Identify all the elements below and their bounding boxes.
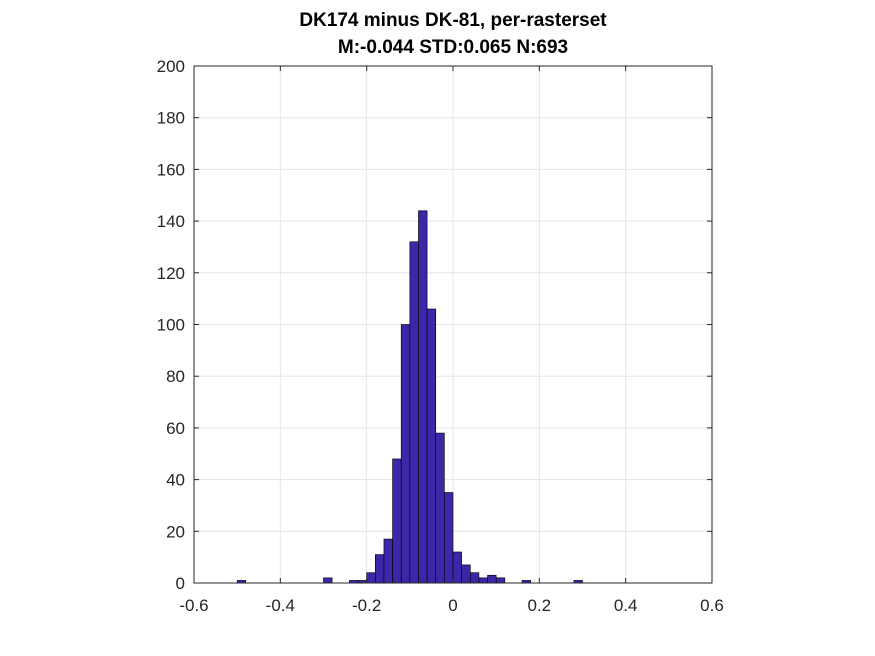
x-tick-label-4: 0.2 [528,596,552,615]
y-tick-label-5: 100 [157,316,185,335]
y-tick-label-8: 160 [157,160,185,179]
y-tick-label-9: 180 [157,109,185,128]
y-tick-label-3: 60 [166,419,185,438]
histogram-bar-30 [495,577,506,584]
histogram-bar-10 [323,577,333,584]
y-tick-label-0: 0 [176,574,185,593]
histogram-bar-25 [452,551,462,584]
y-tick-label-2: 40 [166,471,185,490]
histogram-bar-20 [409,241,419,584]
histogram-bar-24 [444,492,454,584]
histogram-bars [236,210,678,584]
x-tick-label-6: 0.6 [700,596,724,615]
x-tick-label-0: -0.6 [179,596,208,615]
histogram-bar-22 [426,308,437,584]
histogram-bar-23 [435,432,445,584]
x-tick-label-2: -0.2 [352,596,381,615]
y-axis-ticks: 0 20 40 60 80 100 120 140 160 180 200 [157,57,712,593]
x-axis-ticks: -0.6 -0.4 -0.2 0 0.2 0.4 0.6 [179,66,724,615]
y-tick-label-7: 140 [157,212,185,231]
chart-subtitle: M:-0.044 STD:0.065 N:693 [338,37,568,58]
histogram-bar-17 [383,538,393,584]
y-tick-label-1: 20 [166,522,185,541]
histogram-bar-18 [392,458,402,584]
histogram-bar-27 [469,572,480,584]
x-tick-label-1: -0.4 [266,596,295,615]
histogram-bar-16 [374,554,385,584]
x-tick-label-5: 0.4 [614,596,638,615]
histogram-bar-15 [366,572,376,584]
y-tick-label-10: 200 [157,57,185,76]
y-tick-label-4: 80 [166,367,185,386]
y-tick-label-6: 120 [157,264,185,283]
histogram-bar-19 [400,324,411,584]
histogram-bar-29 [487,574,497,584]
histogram-bar-28 [478,577,488,584]
histogram-bar-21 [418,210,428,584]
chart-title: DK174 minus DK-81, per-rasterset [299,10,607,31]
histogram-bar-26 [461,564,471,584]
x-tick-label-3: 0 [448,596,457,615]
